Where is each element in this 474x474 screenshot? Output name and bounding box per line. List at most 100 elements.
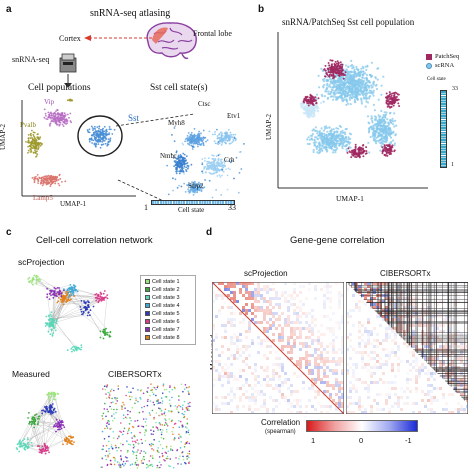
scrna-cell-point: [320, 67, 323, 70]
network-node: [149, 400, 152, 402]
scrna-cell-point: [376, 128, 380, 131]
heatmap-cell: [269, 303, 272, 306]
network-label-measured: Measured: [12, 369, 50, 379]
network-node: [92, 305, 95, 308]
sst-cell-point: [106, 133, 108, 136]
heatmap-cell: [311, 309, 314, 312]
scrna-cell-point: [314, 126, 317, 129]
network-node: [164, 414, 167, 417]
patchseq-cell-point: [383, 144, 386, 147]
network-node: [108, 423, 110, 425]
pvalb-cell-point: [37, 142, 40, 145]
network-node: [166, 431, 168, 433]
network-node: [107, 454, 109, 457]
sst-state-point: [202, 136, 205, 139]
cell-state-legend: Cell state 1 Cell state 2 Cell state 3 C…: [140, 275, 196, 345]
network-node: [75, 346, 78, 349]
scrna-cell-point: [349, 70, 352, 73]
lamp5-cell-point: [41, 178, 43, 181]
sst-state-point: [223, 164, 225, 166]
sst-state-point: [187, 167, 189, 170]
network-node: [139, 431, 141, 434]
heatmap-cell: [227, 285, 230, 288]
network-node: [104, 454, 107, 457]
network-node: [113, 408, 115, 411]
patchseq-cell-point: [328, 64, 331, 67]
network-node: [72, 436, 75, 438]
network-node: [179, 405, 182, 408]
sst-state-point: [218, 142, 221, 145]
network-node: [32, 418, 34, 421]
sst-state-point: [214, 166, 217, 169]
patchseq-cell-point: [337, 74, 340, 77]
scrna-cell-point: [355, 75, 358, 78]
network-node: [186, 427, 188, 429]
network-node: [165, 419, 167, 422]
vip-cell-point: [43, 116, 46, 119]
network-node: [127, 429, 130, 431]
heatmap-cell: [293, 291, 296, 294]
patchseq-cell-point: [393, 149, 396, 152]
sst-cell-point: [98, 125, 101, 128]
network-node: [104, 427, 106, 430]
network-node: [171, 388, 173, 391]
network-node: [187, 431, 190, 434]
network-node: [110, 444, 113, 446]
scrna-cell-point: [333, 80, 336, 83]
patchseq-cell-point: [385, 151, 388, 154]
scrna-cell-point: [333, 131, 336, 134]
scrna-cell-point: [375, 124, 378, 127]
network-node: [110, 446, 113, 448]
network-node: [157, 466, 159, 469]
network-node: [188, 433, 191, 436]
patchseq-cell-point: [387, 102, 390, 105]
scrna-cell-point: [380, 133, 383, 136]
pvalb-cell-point: [31, 137, 33, 139]
network-node: [50, 410, 53, 413]
heatmap-cell: [251, 294, 254, 297]
network-node: [23, 448, 26, 450]
sst-state-point: [226, 174, 229, 177]
network-node: [74, 289, 76, 292]
network-node: [165, 452, 168, 454]
legend-scrna-label: scRNA: [435, 62, 455, 69]
network-node: [84, 309, 87, 312]
network-node: [182, 390, 184, 393]
sst-state-point: [198, 185, 201, 188]
legend-swatch-7: [145, 327, 150, 332]
network-node: [142, 425, 145, 428]
scrna-cell-point: [379, 125, 382, 128]
heatmap-cell: [233, 282, 236, 285]
scrna-cell-point: [377, 114, 380, 117]
network-node: [151, 465, 154, 468]
scrna-cell-point: [320, 137, 323, 140]
sst-state-point: [228, 138, 231, 140]
patchseq-cell-point: [354, 155, 357, 158]
network-node: [127, 460, 129, 462]
sst-cell-point: [103, 139, 106, 142]
vip-cell-point: [59, 117, 62, 120]
legend-item-3: Cell state 3: [145, 295, 180, 301]
sequencer-icon: [59, 53, 77, 73]
scrna-cell-point: [345, 138, 348, 141]
heatmap-cell: [287, 294, 290, 297]
patchseq-cell-point: [391, 102, 393, 105]
scrna-cell-point: [316, 151, 319, 154]
heatmap-cell: [233, 312, 236, 315]
network-node: [174, 437, 176, 440]
network-node: [86, 314, 89, 317]
scrna-cell-point: [347, 136, 350, 139]
heatmap-cell: [275, 297, 278, 300]
sst-cell-point: [103, 130, 106, 133]
network-node: [48, 298, 51, 300]
scrna-cell-point: [370, 115, 373, 118]
scrna-cell-point: [318, 131, 321, 134]
sst-state-point: [200, 189, 203, 191]
network-node: [148, 443, 151, 446]
network-node: [165, 446, 168, 449]
network-node: [54, 329, 57, 332]
network-node: [50, 291, 53, 293]
patchseq-cell-point: [346, 151, 349, 154]
sst-state-point: [239, 151, 242, 153]
network-edge: [63, 301, 99, 305]
